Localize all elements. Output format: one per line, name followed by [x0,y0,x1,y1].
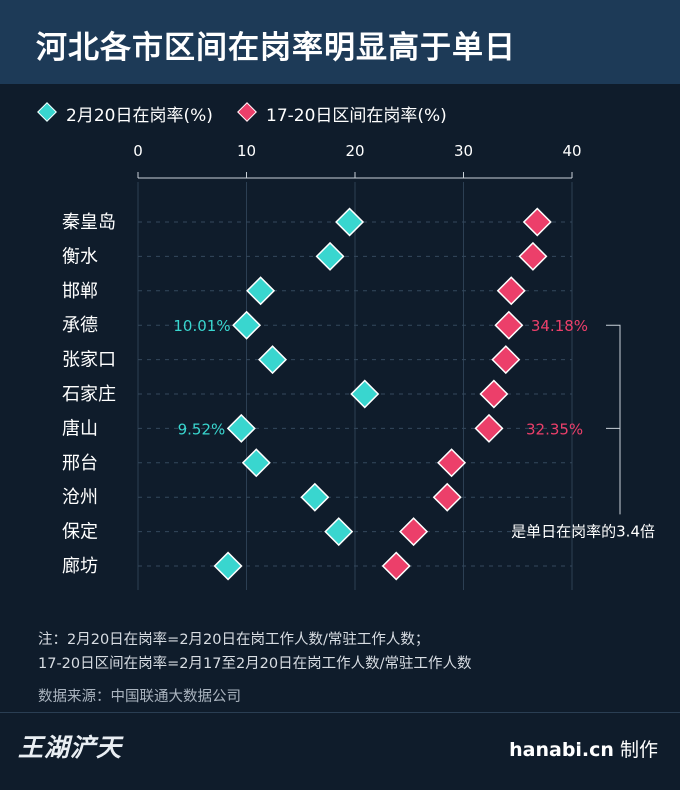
category-label: 承德 [62,315,98,336]
notes: 注：2月20日在岗率=2月20日在岗工作人数/常驻工作人数； 17-20日区间在… [38,628,472,676]
marker-series1 [300,482,330,512]
marker-series2 [437,448,467,478]
category-label: 邯郸 [62,281,98,302]
data-label-tangshan-low: 9.52% [178,420,226,438]
data-label-chengde-high: 34.18% [531,317,588,335]
x-tick-label: 20 [345,142,364,160]
x-tick-label: 0 [133,142,143,160]
data-source: 数据来源：中国联通大数据公司 [38,689,241,705]
grid [137,182,573,590]
marker-series1 [258,345,288,375]
category-label: 廊坊 [62,556,98,577]
bracket [606,324,621,429]
x-tick-label: 40 [562,142,581,160]
footer-divider [0,712,680,713]
note-line-2: 17-20日区间在岗率=2月17至2月20日在岗工作人数/常驻工作人数 [38,656,472,672]
marker-series2 [381,551,411,581]
category-label: 沧州 [62,487,98,508]
note-line-1: 注：2月20日在岗率=2月20日在岗工作人数/常驻工作人数； [38,632,430,648]
marker-series2 [479,379,509,409]
category-label: 秦皇岛 [62,212,116,233]
credit: hanabi.cn 制作 [509,735,658,762]
marker-series1 [246,276,276,306]
x-axis: 0 10 20 30 40 [133,142,582,179]
brand-logo: 王湖浐天 [18,733,123,762]
x-tick-label: 30 [454,142,473,160]
marker-series1 [241,448,271,478]
data-label-chengde-low: 10.01% [173,317,230,335]
title-bar [0,0,680,84]
legend-swatch-series2 [237,102,257,122]
marker-series2 [399,517,429,547]
category-label: 保定 [62,522,98,543]
marker-series2 [491,345,521,375]
credit-suffix: 制作 [613,739,658,761]
data-label-tangshan-high: 32.35% [526,420,583,438]
x-tick-label: 10 [237,142,256,160]
marker-series2 [522,207,552,237]
marker-series2 [496,276,526,306]
marker-series1 [324,517,354,547]
marker-series1 [226,413,256,443]
category-label: 邢台 [62,453,98,474]
marker-series1 [213,551,243,581]
marker-series2 [518,241,548,271]
bracket-label: 是单日在岗率的3.4倍 [511,522,655,540]
category-label: 石家庄 [62,384,116,405]
marker-series1 [335,207,365,237]
category-label: 衡水 [62,246,98,267]
marker-series2 [494,310,524,340]
bars [213,207,552,581]
chart-title: 河北各市区间在岗率明显高于单日 [36,30,516,66]
legend-swatch-series1 [37,102,57,122]
marker-series1 [232,310,262,340]
marker-series2 [474,413,504,443]
credit-site: hanabi.cn [509,739,614,761]
legend-label-series1: 2月20日在岗率(%) [66,106,213,126]
category-label: 唐山 [62,418,98,439]
category-label: 张家口 [62,350,116,371]
marker-series2 [432,482,462,512]
legend-label-series2: 17-20日区间在岗率(%) [266,106,447,126]
marker-series1 [350,379,380,409]
marker-series1 [315,241,345,271]
